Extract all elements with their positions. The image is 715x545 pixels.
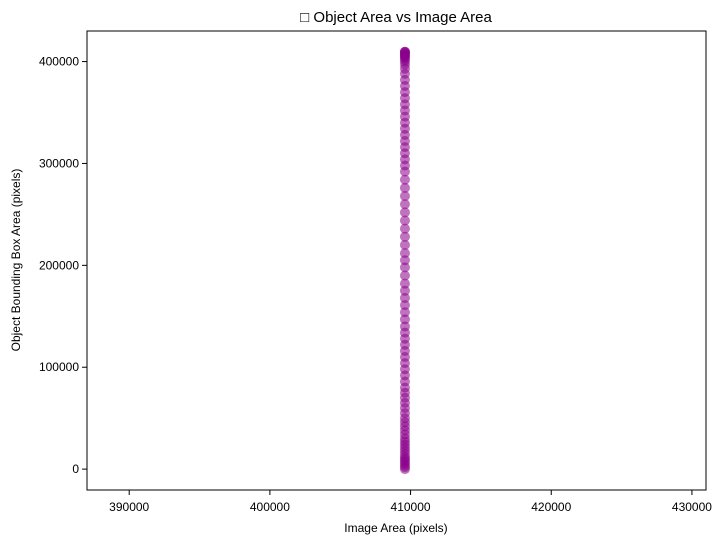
x-tick-label: 420000 bbox=[531, 500, 571, 514]
data-point bbox=[399, 307, 410, 318]
y-axis: 0 100000 200000 300000 400000 bbox=[39, 55, 87, 476]
y-tick-label: 0 bbox=[72, 462, 79, 476]
x-axis-label: Image Area (pixels) bbox=[344, 521, 447, 535]
data-point bbox=[399, 174, 410, 185]
data-point bbox=[399, 182, 410, 193]
chart-title: □ Object Area vs Image Area bbox=[300, 9, 492, 26]
data-point bbox=[399, 223, 410, 234]
data-point bbox=[399, 191, 410, 202]
data-point bbox=[399, 285, 410, 296]
data-point bbox=[399, 248, 410, 259]
y-tick-label: 100000 bbox=[39, 360, 79, 374]
data-point bbox=[399, 314, 410, 325]
data-point bbox=[399, 215, 410, 226]
y-axis-label: Object Bounding Box Area (pixels) bbox=[9, 169, 23, 352]
data-point bbox=[399, 270, 410, 281]
data-point bbox=[399, 255, 410, 266]
data-point bbox=[399, 231, 410, 242]
plot-area bbox=[399, 46, 410, 475]
data-point bbox=[399, 46, 410, 57]
data-point bbox=[399, 300, 410, 311]
plot-frame bbox=[86, 30, 707, 491]
data-point bbox=[399, 262, 410, 273]
data-point bbox=[399, 278, 410, 289]
data-point bbox=[399, 321, 410, 332]
x-axis: 390000 400000 410000 420000 430000 bbox=[109, 490, 712, 514]
x-tick-label: 390000 bbox=[109, 500, 149, 514]
y-tick-label: 400000 bbox=[39, 55, 79, 69]
y-tick-label: 300000 bbox=[39, 156, 79, 170]
data-point bbox=[399, 239, 410, 250]
data-point bbox=[399, 207, 410, 218]
y-tick-label: 200000 bbox=[39, 258, 79, 272]
x-tick-label: 400000 bbox=[250, 500, 290, 514]
data-point bbox=[399, 292, 410, 303]
data-point bbox=[399, 199, 410, 210]
x-tick-label: 410000 bbox=[391, 500, 431, 514]
x-tick-label: 430000 bbox=[672, 500, 712, 514]
